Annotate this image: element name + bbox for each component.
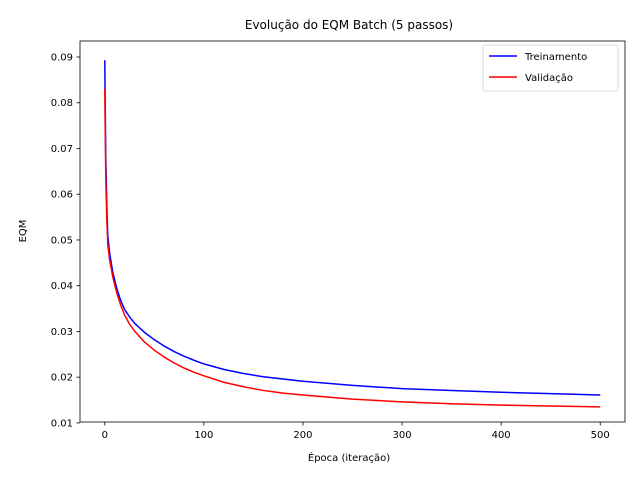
plot-area: 0 100 200 300 400 500 0.01 0.02 0.03 0.04 0.05 0.06… bbox=[51, 40, 626, 441]
y-tick-label: 0.01 bbox=[51, 418, 73, 429]
y-axis-label: EQM bbox=[18, 220, 29, 243]
y-tick-label: 0.04 bbox=[51, 281, 73, 292]
y-tick-label: 0.05 bbox=[51, 235, 73, 246]
y-tick-label: 0.07 bbox=[51, 144, 73, 155]
legend-label: Validação bbox=[525, 73, 573, 84]
x-tick-label: 200 bbox=[293, 430, 312, 441]
axes-frame bbox=[79, 40, 626, 423]
series-line-treinamento bbox=[104, 60, 601, 396]
x-tick-label: 100 bbox=[194, 430, 213, 441]
legend-label: Treinamento bbox=[524, 52, 587, 63]
x-tick-label: 0 bbox=[102, 430, 108, 441]
y-tick-label: 0.09 bbox=[51, 53, 73, 64]
y-tick-label: 0.08 bbox=[51, 98, 73, 109]
series-line-validacao bbox=[104, 89, 601, 408]
x-tick-label: 400 bbox=[492, 430, 511, 441]
x-tick-label: 500 bbox=[591, 430, 610, 441]
y-tick-label: 0.02 bbox=[51, 373, 73, 384]
y-tick-label: 0.06 bbox=[51, 190, 73, 201]
chart-title: Evolução do EQM Batch (5 passos) bbox=[245, 18, 453, 32]
x-tick-label: 300 bbox=[392, 430, 411, 441]
legend: Treinamento Validação bbox=[482, 44, 619, 92]
y-tick-label: 0.03 bbox=[51, 327, 73, 338]
x-axis-label: Época (iteração) bbox=[308, 451, 390, 464]
